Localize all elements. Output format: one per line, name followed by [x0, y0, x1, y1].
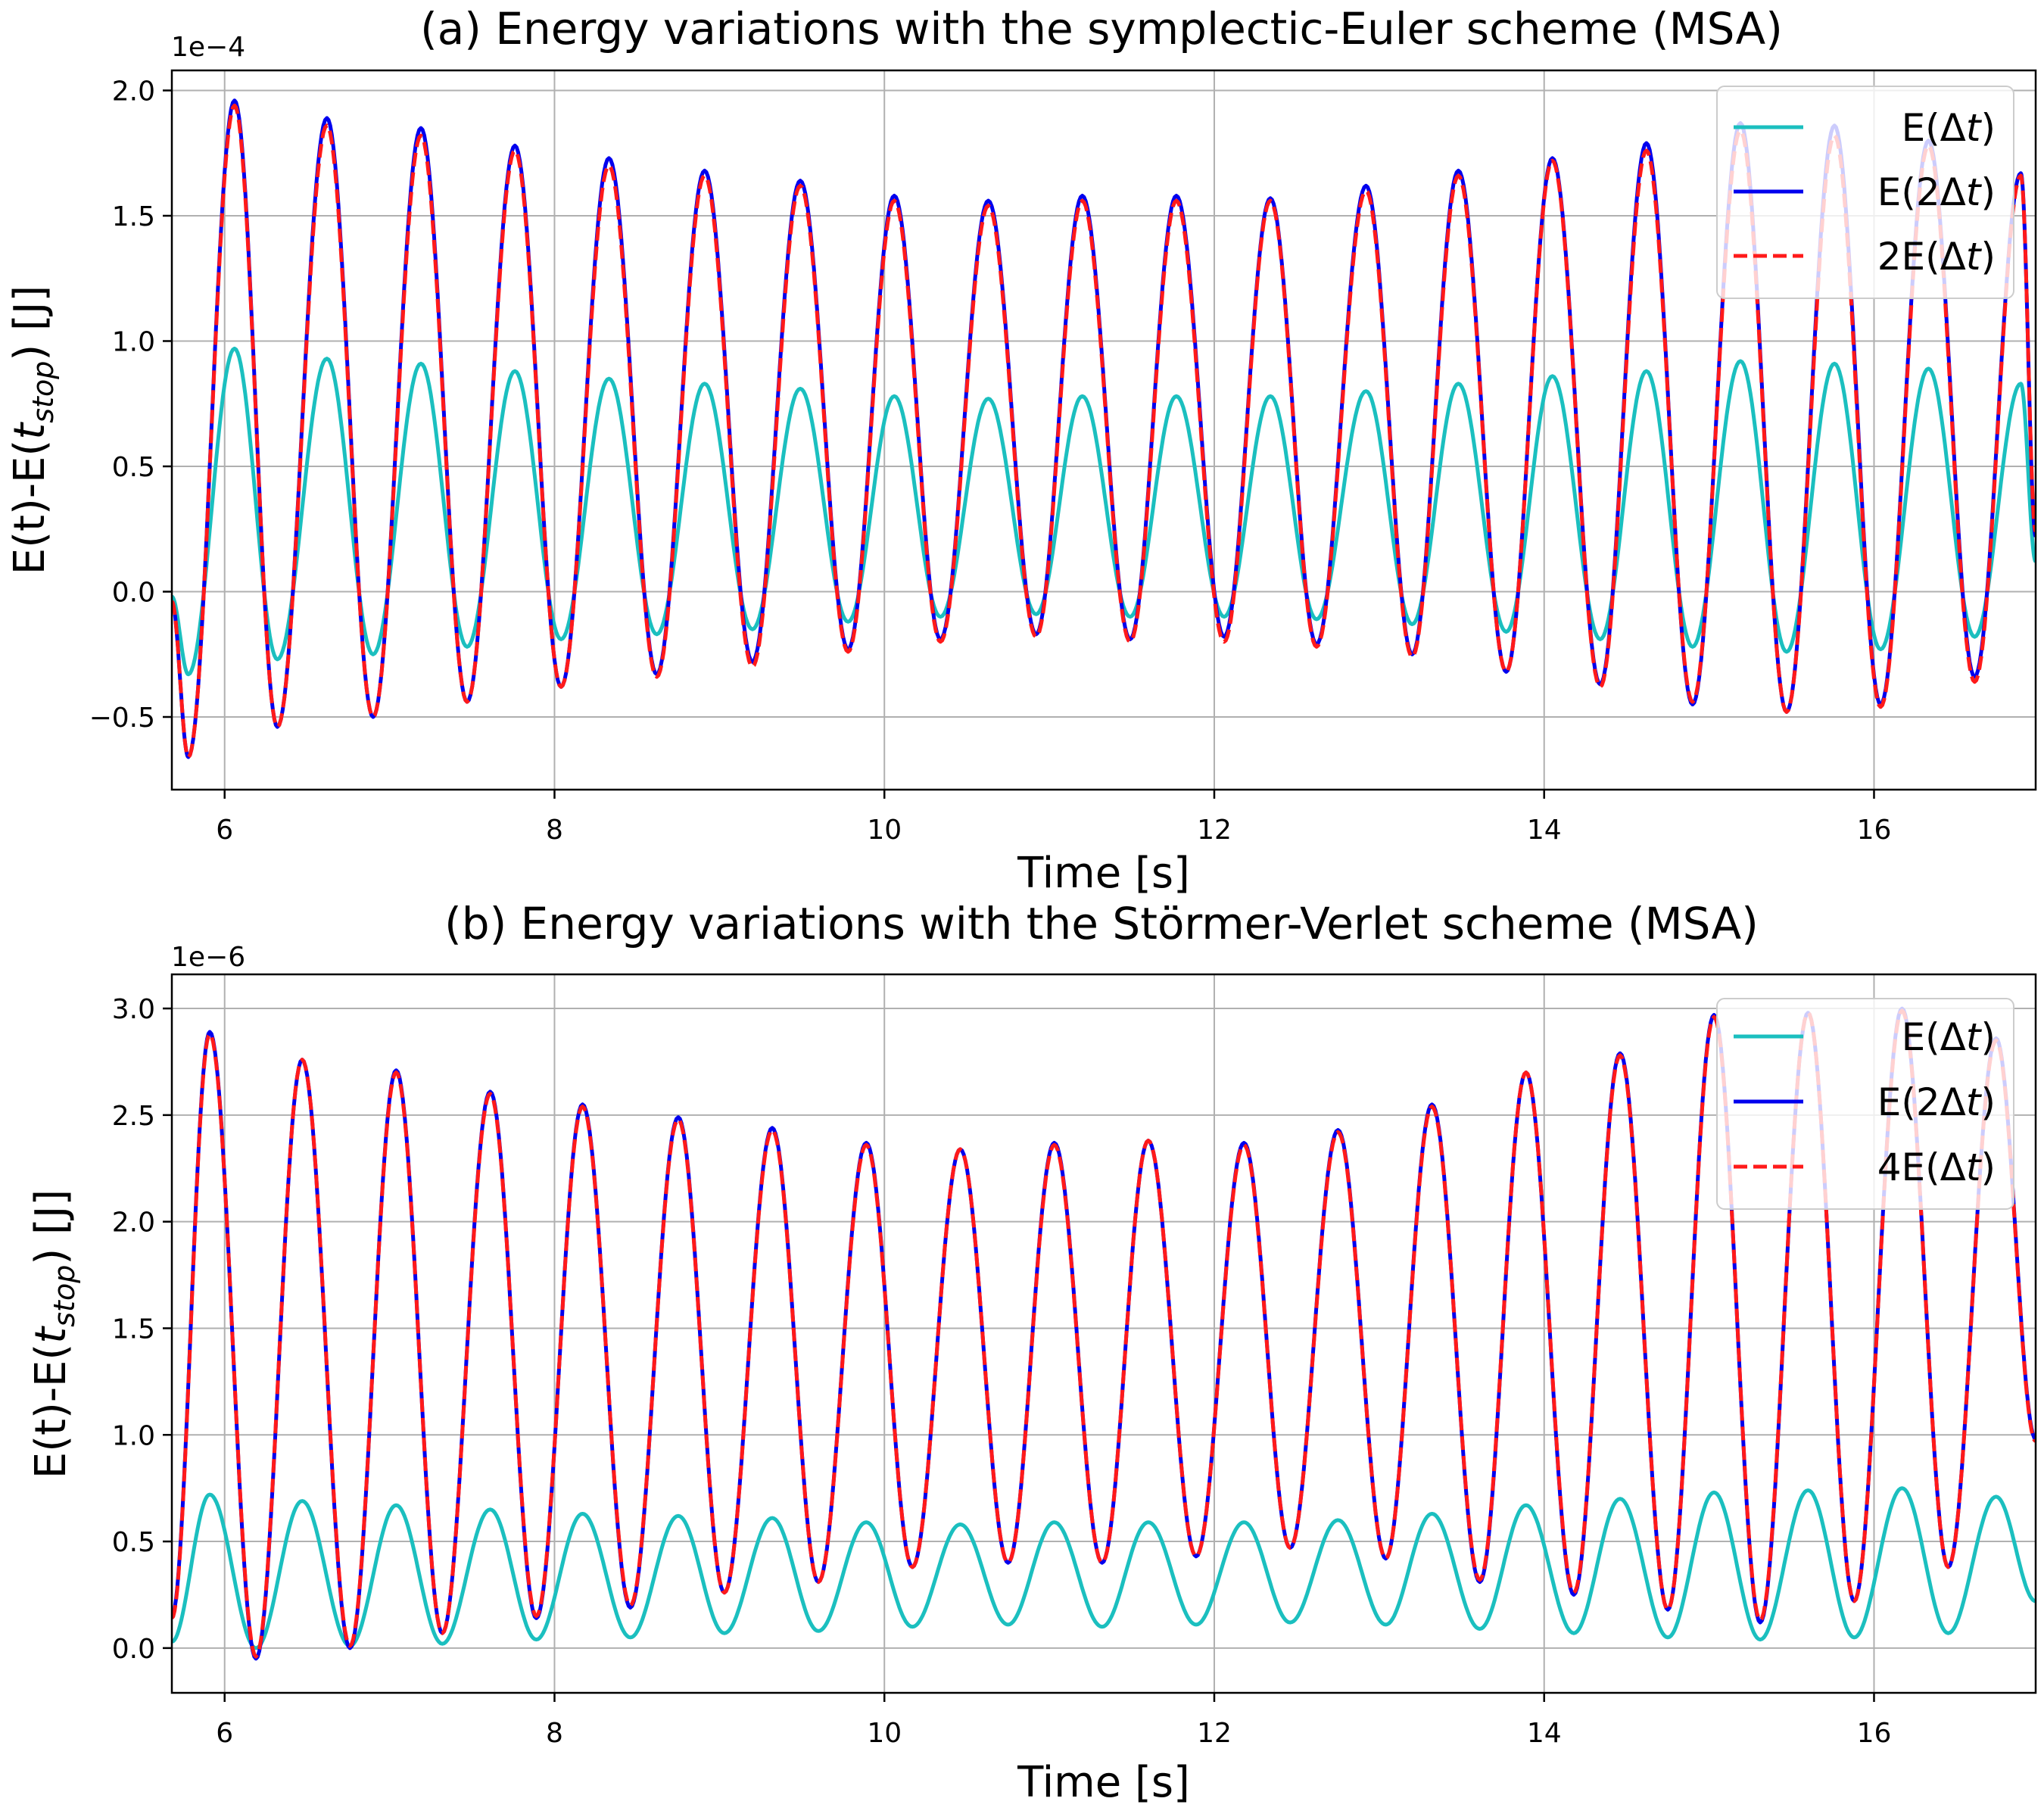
- panel-a-xtick-label: 14: [1527, 815, 1562, 846]
- panel-b-xtick-label: 8: [546, 1718, 563, 1749]
- panel-b-ylabel-main: E(t)-E(: [26, 1344, 76, 1479]
- panel-b-ylabel: E(t)-E(tstop) [J]: [26, 1189, 81, 1479]
- panel-b-legend-box: [1716, 998, 2014, 1210]
- panel-a-ytick-label: 0.0: [112, 578, 155, 609]
- panel-b-xtick-label: 6: [216, 1718, 233, 1749]
- panel-b-ylabel-end: ) [J]: [26, 1189, 76, 1265]
- panel-a-series-line-0: [172, 346, 2036, 677]
- panel-b-ytick-label: 2.0: [112, 1208, 155, 1239]
- panel-b-legend-label-0: E(Δt): [1902, 1015, 1996, 1059]
- panel-a-ylabel-main: E(t)-E(: [5, 440, 55, 575]
- panel-b-xtick-label: 12: [1197, 1718, 1232, 1749]
- panel-b-title: (b) Energy variations with the Störmer-V…: [444, 898, 1759, 949]
- panel-a-ylabel-italic: t: [5, 422, 55, 440]
- panel-a-frame: [170, 69, 2037, 791]
- panel-a-xtick-label: 6: [216, 815, 233, 846]
- panel-b-ytick-label: 2.5: [112, 1101, 155, 1132]
- panel-a-ytick-label: 2.0: [112, 76, 155, 107]
- panel-b-ytick-label: 0.0: [112, 1634, 155, 1665]
- panel-a-xtick-label: 12: [1197, 815, 1232, 846]
- panel-a-xlabel: Time [s]: [1017, 849, 1190, 898]
- panel-a-ylabel: E(t)-E(tstop) [J]: [5, 285, 60, 575]
- panel-a-xtick-label: 10: [867, 815, 902, 846]
- panel-b-legend-label-2: 4E(Δt): [1877, 1145, 1996, 1189]
- panel-b-ticks: 6 8 10 12 14 16 0.0 0.5 1.0 1.5 2.0 2.5 3.0: [112, 994, 1892, 1749]
- panel-b-legend: E(Δt) E(2Δt) 4E(Δt): [1716, 998, 2014, 1210]
- panel-b-xtick-label: 16: [1857, 1718, 1892, 1749]
- panel-a-legend-label-1: E(2Δt): [1877, 170, 1996, 214]
- panel-b-ytick-label: 0.5: [112, 1527, 155, 1558]
- panel-a-ylabel-end: ) [J]: [5, 285, 55, 361]
- panel-b-ytick-label: 3.0: [112, 994, 155, 1025]
- panel-b: (b) Energy variations with the Störmer-V…: [26, 898, 2037, 1807]
- panel-b-xtick-label: 10: [867, 1718, 902, 1749]
- panel-a-legend-box: [1716, 86, 2014, 299]
- panel-b-xlabel: Time [s]: [1017, 1758, 1190, 1807]
- panel-b-ylabel-sub: stop: [48, 1265, 81, 1327]
- panel-b-frame: [170, 973, 2037, 1694]
- panel-a-ytick-label: −0.5: [89, 703, 155, 734]
- panel-b-ytick-label: 1.0: [112, 1420, 155, 1451]
- panel-a-legend-label-2: 2E(Δt): [1877, 235, 1996, 279]
- panel-a-legend-label-0: E(Δt): [1902, 106, 1996, 150]
- panel-a-xtick-label: 8: [546, 815, 563, 846]
- panel-b-ylabel-italic: t: [26, 1326, 76, 1344]
- panel-b-series-line-2: [172, 1008, 2036, 1659]
- panel-a-offset-text: 1e−4: [171, 32, 245, 63]
- panel-a-ytick-label: 1.0: [112, 326, 155, 357]
- panel-b-legend-label-1: E(2Δt): [1877, 1080, 1996, 1124]
- panel-a-ticks: 6 8 10 12 14 16 −0.5 0.0 0.5 1.0 1.5 2.0: [89, 76, 1892, 846]
- panel-a-ylabel-sub: stop: [26, 361, 60, 423]
- panel-a-title: (a) Energy variations with the symplecti…: [420, 3, 1783, 55]
- panel-b-offset-text: 1e−6: [171, 942, 245, 973]
- panel-a: (a) Energy variations with the symplecti…: [5, 3, 2037, 898]
- panel-b-ytick-label: 1.5: [112, 1314, 155, 1345]
- panel-a-xtick-label: 16: [1857, 815, 1892, 846]
- panel-a-ytick-label: 1.5: [112, 201, 155, 232]
- panel-a-legend: E(Δt) E(2Δt) 2E(Δt): [1716, 86, 2014, 299]
- panel-a-series-line-2: [172, 103, 2036, 759]
- panel-a-ytick-label: 0.5: [112, 452, 155, 483]
- panel-b-series-line-0: [172, 1486, 2036, 1650]
- panel-b-xtick-label: 14: [1527, 1718, 1562, 1749]
